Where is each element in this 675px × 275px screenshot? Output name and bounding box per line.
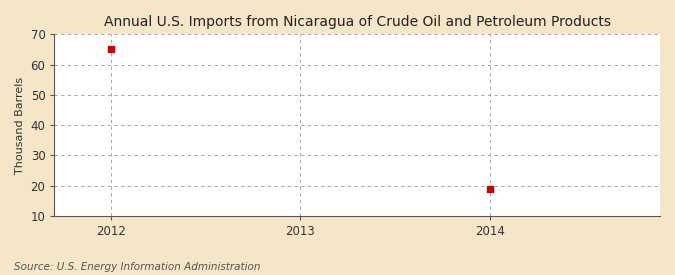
Text: Source: U.S. Energy Information Administration: Source: U.S. Energy Information Administ…	[14, 262, 260, 272]
Title: Annual U.S. Imports from Nicaragua of Crude Oil and Petroleum Products: Annual U.S. Imports from Nicaragua of Cr…	[104, 15, 611, 29]
Y-axis label: Thousand Barrels: Thousand Barrels	[15, 77, 25, 174]
